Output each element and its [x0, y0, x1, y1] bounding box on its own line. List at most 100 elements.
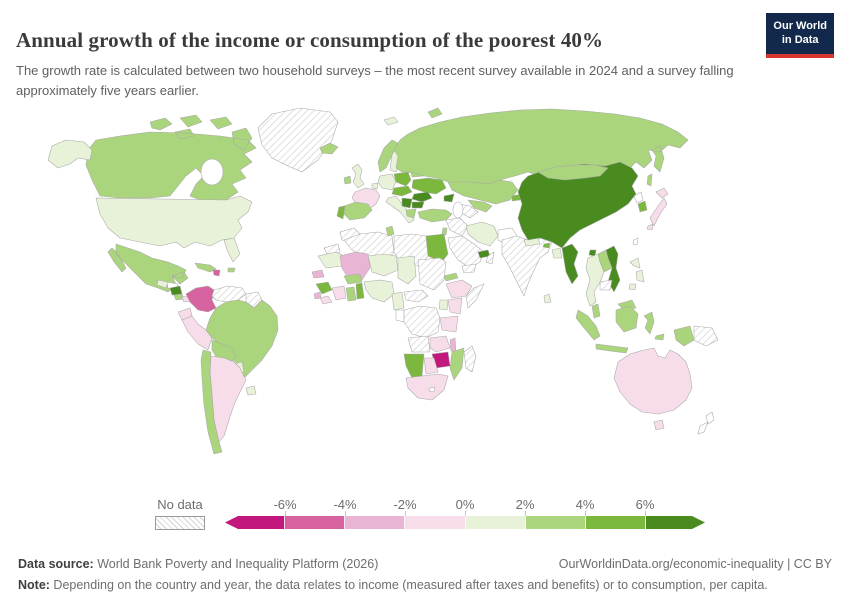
country-venezuela[interactable]	[211, 285, 247, 303]
country-botswana[interactable]	[423, 357, 439, 375]
country-niger[interactable]	[367, 253, 399, 277]
country-oman[interactable]	[485, 251, 495, 265]
country-saudi-arabia[interactable]	[447, 235, 485, 269]
legend-bin-7[interactable]	[646, 516, 705, 529]
country-caucasus[interactable]	[443, 193, 455, 203]
country-central-europe[interactable]	[391, 185, 413, 197]
country-poland[interactable]	[393, 171, 412, 187]
country-sudan[interactable]	[417, 257, 447, 291]
country-south-korea[interactable]	[637, 200, 648, 213]
country-cameroon[interactable]	[391, 291, 405, 311]
country-united-states[interactable]	[95, 195, 253, 263]
country-north-korea[interactable]	[633, 191, 644, 204]
legend-bin-5[interactable]	[525, 516, 586, 529]
legend-bin-6[interactable]	[585, 516, 646, 529]
legend-bin-0[interactable]	[225, 516, 286, 529]
country-liberia[interactable]	[319, 295, 333, 305]
country-togo-benin[interactable]	[355, 282, 365, 300]
legend-bin-4[interactable]	[465, 516, 526, 529]
country-portugal[interactable]	[336, 205, 346, 220]
country-mauritania[interactable]	[317, 251, 345, 269]
country-ukraine[interactable]	[411, 177, 447, 195]
country-brazil[interactable]	[205, 299, 279, 381]
country-mexico[interactable]	[107, 243, 189, 293]
country-eritrea[interactable]	[443, 272, 459, 282]
country-tunisia[interactable]	[385, 225, 395, 237]
country-guatemala[interactable]	[156, 279, 169, 289]
country-romania[interactable]	[411, 191, 433, 203]
country-central-african-republic[interactable]	[403, 289, 429, 303]
country-taiwan[interactable]	[632, 237, 639, 246]
country-ivory-coast[interactable]	[331, 285, 347, 301]
country-kenya[interactable]	[447, 297, 463, 315]
country-bulgaria[interactable]	[411, 201, 425, 209]
country-malawi[interactable]	[449, 337, 457, 353]
country-canada[interactable]	[85, 114, 257, 203]
country-chile[interactable]	[200, 349, 223, 455]
country-sri-lanka[interactable]	[543, 293, 552, 304]
country-south-africa[interactable]	[405, 373, 449, 401]
country-ethiopia[interactable]	[445, 279, 473, 299]
country-turkey[interactable]	[417, 208, 453, 223]
country-cambodia[interactable]	[599, 279, 613, 291]
country-japan[interactable]	[646, 187, 669, 231]
country-egypt[interactable]	[425, 233, 449, 263]
country-angola[interactable]	[407, 335, 431, 353]
country-congo-gabon[interactable]	[395, 309, 405, 323]
owid-logo[interactable]: Our World in Data	[766, 13, 834, 58]
country-haiti[interactable]	[212, 269, 221, 277]
country-nigeria[interactable]	[363, 279, 395, 303]
country-dr-congo[interactable]	[403, 305, 441, 339]
country-papua-new-guinea[interactable]	[693, 325, 719, 347]
country-mozambique[interactable]	[449, 347, 465, 381]
legend-no-data[interactable]: No data	[155, 497, 205, 530]
country-ireland[interactable]	[343, 175, 352, 185]
country-indonesia[interactable]	[575, 305, 695, 354]
country-uruguay[interactable]	[245, 385, 257, 396]
country-lesotho[interactable]	[428, 386, 436, 393]
country-benelux[interactable]	[371, 182, 379, 190]
country-syria-iraq[interactable]	[445, 217, 469, 237]
country-iran[interactable]	[465, 221, 499, 247]
legend-bin-3[interactable]	[405, 516, 466, 529]
legend-bin-2[interactable]	[345, 516, 406, 529]
country-bhutan[interactable]	[542, 242, 551, 249]
country-alaska[interactable]	[47, 139, 93, 169]
country-united-kingdom[interactable]	[351, 163, 365, 189]
country-guinea[interactable]	[315, 281, 333, 295]
country-yemen[interactable]	[461, 263, 477, 274]
country-senegal[interactable]	[311, 269, 325, 279]
country-mongolia[interactable]	[537, 164, 609, 181]
owid-license-link[interactable]: OurWorldinData.org/economic-inequality |…	[558, 557, 832, 571]
country-burkina-faso[interactable]	[343, 273, 363, 285]
country-germany[interactable]	[377, 173, 397, 191]
country-new-zealand[interactable]	[697, 411, 715, 435]
country-thailand[interactable]	[585, 253, 605, 307]
country-chad[interactable]	[397, 255, 417, 285]
country-philippines[interactable]	[628, 257, 645, 291]
country-greenland[interactable]	[257, 107, 339, 173]
country-namibia[interactable]	[403, 353, 425, 379]
country-svalbard[interactable]	[383, 116, 399, 126]
legend-bin-1[interactable]	[285, 516, 346, 529]
country-myanmar[interactable]	[561, 243, 579, 285]
country-uganda[interactable]	[438, 299, 449, 311]
country-balkans[interactable]	[401, 197, 413, 209]
country-iceland[interactable]	[319, 142, 339, 155]
country-australia[interactable]	[613, 347, 693, 431]
country-puerto-rico[interactable]	[227, 267, 236, 273]
country-uzbekistan[interactable]	[467, 199, 493, 213]
country-zambia[interactable]	[429, 335, 451, 353]
country-greece[interactable]	[405, 208, 417, 219]
country-peru[interactable]	[181, 315, 213, 351]
country-bangladesh[interactable]	[551, 247, 563, 259]
country-mali[interactable]	[339, 251, 371, 281]
country-spain[interactable]	[341, 201, 373, 221]
country-madagascar[interactable]	[463, 345, 477, 373]
country-ghana[interactable]	[345, 286, 357, 302]
country-israel[interactable]	[441, 227, 448, 236]
country-somalia[interactable]	[465, 283, 485, 309]
country-tanzania[interactable]	[439, 315, 459, 333]
country-colombia[interactable]	[185, 285, 217, 313]
country-kazakhstan[interactable]	[447, 179, 519, 205]
